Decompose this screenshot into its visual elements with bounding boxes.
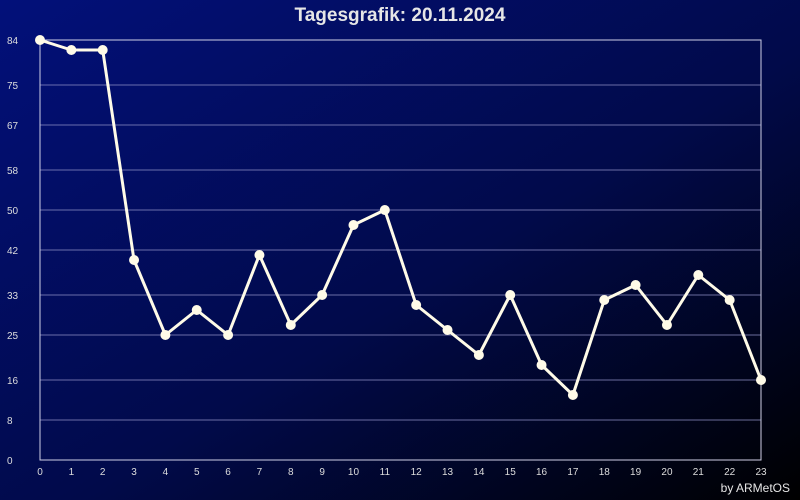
data-point (536, 360, 547, 370)
data-point (348, 220, 359, 230)
data-point (567, 390, 578, 400)
x-tick-label: 18 (599, 467, 611, 478)
x-tick-label: 0 (37, 467, 43, 478)
data-point (473, 350, 484, 360)
data-point (693, 270, 704, 280)
credit-label: by ARMetOS (720, 481, 790, 495)
data-point (285, 320, 296, 330)
x-tick-label: 13 (442, 467, 454, 478)
x-tick-label: 3 (131, 467, 137, 478)
data-point (411, 300, 422, 310)
data-point (505, 290, 516, 300)
y-tick-label: 42 (7, 246, 19, 257)
data-point (317, 290, 328, 300)
data-point (756, 375, 766, 385)
x-tick-label: 11 (380, 467, 391, 478)
y-tick-label: 25 (7, 331, 19, 342)
y-tick-label: 67 (7, 121, 19, 132)
x-tick-label: 1 (69, 467, 75, 478)
x-tick-label: 5 (194, 467, 200, 478)
y-tick-label: 75 (7, 81, 19, 92)
x-tick-label: 16 (536, 467, 548, 478)
x-tick-label: 4 (163, 467, 169, 478)
x-tick-label: 19 (630, 467, 642, 478)
y-tick-label: 50 (7, 206, 19, 217)
x-tick-label: 15 (505, 467, 517, 478)
data-point (442, 325, 453, 335)
data-point (724, 295, 735, 305)
data-point (160, 330, 171, 340)
x-tick-label: 14 (473, 467, 485, 478)
data-point (630, 280, 641, 290)
data-point (191, 305, 202, 315)
data-point (254, 250, 265, 260)
data-point (129, 255, 140, 265)
x-tick-label: 8 (288, 467, 294, 478)
y-tick-label: 84 (7, 36, 19, 47)
data-point (35, 35, 45, 45)
y-tick-label: 8 (7, 416, 13, 427)
x-tick-label: 7 (257, 467, 263, 478)
y-tick-label: 16 (7, 376, 19, 387)
data-point (223, 330, 234, 340)
x-tick-label: 21 (693, 467, 705, 478)
y-tick-label: 58 (7, 166, 19, 177)
data-point (97, 45, 108, 55)
data-point (599, 295, 610, 305)
series-line (39, 38, 763, 397)
y-tick-label: 0 (7, 456, 13, 467)
x-tick-label: 20 (661, 467, 673, 478)
x-tick-label: 22 (724, 467, 736, 478)
data-point (661, 320, 672, 330)
chart-title: Tagesgrafik: 20.11.2024 (294, 5, 506, 26)
x-tick-label: 23 (755, 467, 767, 478)
data-point (379, 205, 390, 215)
y-tick-label: 33 (7, 291, 19, 302)
x-tick-label: 17 (567, 467, 579, 478)
y-axis-ticks: 0 8 16 25 33 42 50 58 67 75 84 (7, 36, 19, 467)
data-points (35, 35, 766, 400)
x-axis-ticks: 0 1 2 3 4 5 6 7 8 9 10 11 12 13 14 15 16 17 18 19 20 21 22 23 (37, 467, 767, 478)
plot-frame (39, 39, 762, 461)
x-tick-label: 9 (319, 467, 325, 478)
x-tick-label: 12 (411, 467, 423, 478)
grid-lines (40, 84, 761, 421)
x-tick-label: 2 (100, 467, 106, 478)
data-point (66, 45, 77, 55)
x-tick-label: 6 (225, 467, 231, 478)
x-tick-label: 10 (348, 467, 360, 478)
